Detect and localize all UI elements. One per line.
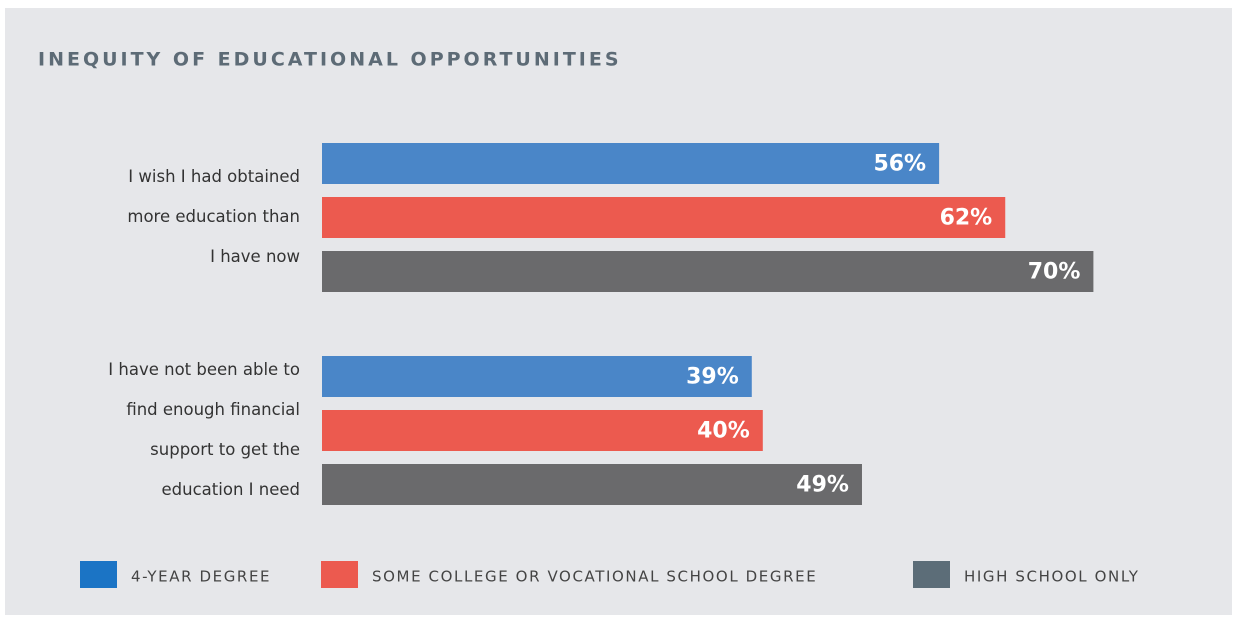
bar — [322, 464, 862, 505]
category-label: education I need — [162, 480, 300, 499]
value-label: 56% — [873, 152, 926, 177]
bar — [322, 251, 1094, 292]
bar — [322, 356, 752, 397]
value-label: 40% — [697, 419, 750, 444]
bar — [322, 143, 940, 184]
bar — [322, 197, 1006, 238]
value-label: 49% — [796, 473, 849, 498]
legend-swatch — [321, 561, 358, 588]
legend-label: 4-YEAR DEGREE — [131, 568, 271, 586]
category-label: I have not been able to — [108, 360, 300, 379]
legend-swatch — [913, 561, 950, 588]
value-label: 62% — [940, 206, 993, 231]
value-label: 70% — [1028, 260, 1081, 285]
chart-title: INEQUITY OF EDUCATIONAL OPPORTUNITIES — [38, 49, 622, 71]
legend-label: HIGH SCHOOL ONLY — [964, 568, 1140, 586]
panel — [5, 8, 1232, 615]
legend-label: SOME COLLEGE OR VOCATIONAL SCHOOL DEGREE — [372, 568, 817, 586]
bar — [322, 410, 763, 451]
category-label: support to get the — [150, 440, 300, 459]
legend-swatch — [80, 561, 117, 588]
category-label: more education than — [127, 207, 300, 226]
category-label: I have now — [210, 247, 300, 266]
category-label: I wish I had obtained — [128, 167, 300, 186]
category-label: find enough financial — [126, 400, 300, 419]
value-label: 39% — [686, 365, 739, 390]
